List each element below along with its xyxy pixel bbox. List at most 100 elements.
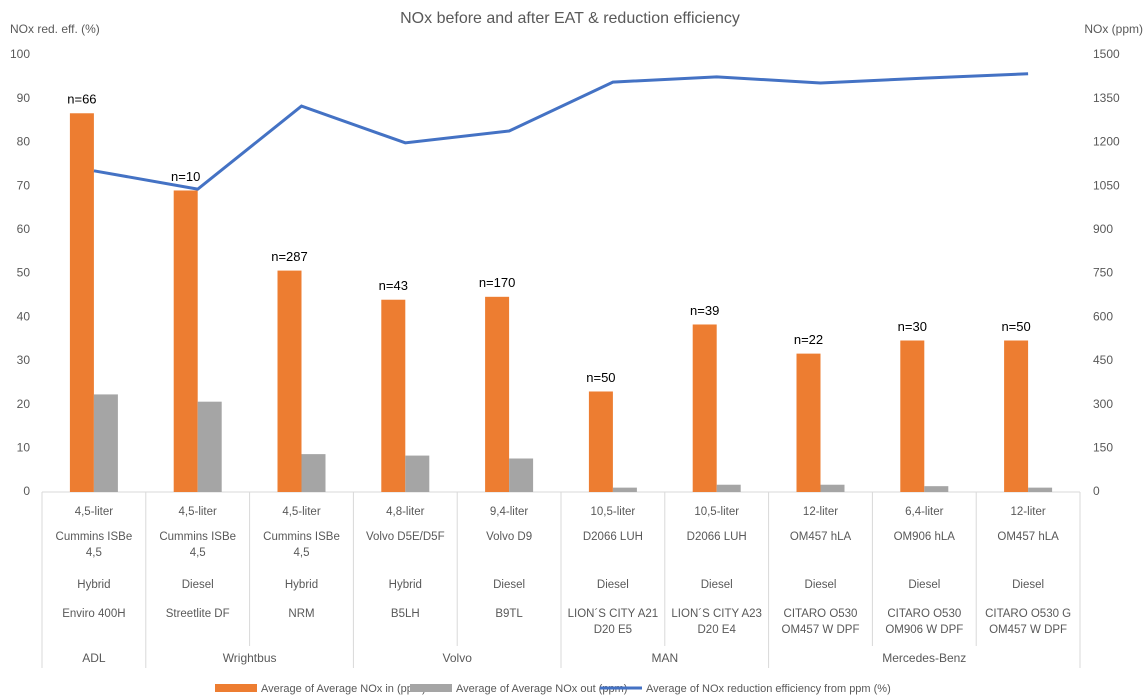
category-label: CITARO O530 G OM457 W DPF bbox=[985, 608, 1072, 636]
category-label: NRM bbox=[288, 608, 315, 620]
y-tick-label: 50 bbox=[17, 266, 31, 280]
bar bbox=[1004, 340, 1029, 492]
bar-label: n=10 bbox=[171, 169, 200, 184]
category-label: 6,4-liter bbox=[905, 506, 944, 518]
legend-label: Average of NOx reduction efficiency from… bbox=[646, 683, 891, 695]
category-label: 4,5-liter bbox=[282, 506, 321, 518]
bar bbox=[405, 455, 430, 492]
category-label: 4,8-liter bbox=[386, 506, 425, 518]
y-tick-label: 70 bbox=[17, 178, 31, 192]
category-label: OM457 hLA bbox=[997, 531, 1059, 543]
y2-tick-label: 1500 bbox=[1093, 47, 1120, 61]
category-label: Volvo D9 bbox=[486, 531, 533, 543]
category-label: 4,5-liter bbox=[178, 506, 217, 518]
y2-tick-label: 600 bbox=[1093, 309, 1113, 323]
category-label: D2066 LUH bbox=[686, 531, 747, 543]
legend-label: Average of Average NOx out (ppm) bbox=[456, 683, 627, 695]
y2-tick-label: 1350 bbox=[1093, 91, 1120, 105]
category-label: 12-liter bbox=[802, 506, 839, 518]
bar-label: n=50 bbox=[1001, 319, 1030, 334]
y-tick-label: 90 bbox=[17, 91, 31, 105]
bar bbox=[509, 458, 534, 492]
bar-label: n=30 bbox=[898, 319, 927, 334]
y2-tick-label: 750 bbox=[1093, 266, 1113, 280]
bar bbox=[301, 454, 326, 492]
bar bbox=[924, 486, 949, 492]
category-label: CITARO O530 OM906 W DPF bbox=[885, 608, 964, 636]
y-tick-label: 30 bbox=[17, 353, 31, 367]
category-label: Cummins ISBe 4,5 bbox=[55, 531, 133, 559]
y2-tick-label: 300 bbox=[1093, 397, 1113, 411]
bar bbox=[277, 270, 302, 492]
bar-label: n=22 bbox=[794, 332, 823, 347]
category-label: Volvo D5E/D5F bbox=[365, 531, 445, 543]
group-label: MAN bbox=[651, 651, 678, 665]
bar bbox=[197, 401, 222, 492]
bar bbox=[612, 487, 637, 492]
bar bbox=[173, 190, 198, 492]
bar bbox=[692, 324, 717, 492]
category-label: LION´S CITY A23 D20 E4 bbox=[671, 608, 762, 636]
bar bbox=[716, 484, 741, 492]
category-label: LION´S CITY A21 D20 E5 bbox=[567, 608, 659, 636]
category-label: CITARO O530 OM457 W DPF bbox=[781, 608, 860, 636]
group-label: ADL bbox=[82, 651, 106, 665]
category-label: Enviro 400H bbox=[62, 608, 126, 620]
y-tick-label: 10 bbox=[17, 440, 31, 454]
category-label: Diesel bbox=[908, 579, 941, 591]
bar bbox=[381, 299, 406, 492]
y-axis-title: NOx red. eff. (%) bbox=[10, 22, 100, 36]
category-label: Streetlite DF bbox=[165, 608, 230, 620]
category-label: Diesel bbox=[493, 579, 526, 591]
category-label: Diesel bbox=[804, 579, 837, 591]
category-label: Cummins ISBe 4,5 bbox=[263, 531, 340, 559]
y-tick-label: 60 bbox=[17, 222, 31, 236]
bar bbox=[900, 340, 925, 492]
legend-swatch bbox=[215, 684, 257, 692]
chart-title: NOx before and after EAT & reduction eff… bbox=[400, 10, 740, 27]
y2-tick-label: 1200 bbox=[1093, 135, 1120, 149]
bar bbox=[69, 113, 94, 493]
category-label: 4,5-liter bbox=[74, 506, 114, 518]
y2-tick-label: 900 bbox=[1093, 222, 1113, 236]
bar-label: n=39 bbox=[690, 303, 719, 318]
category-label: Cummins ISBe 4,5 bbox=[159, 531, 237, 559]
bar-label: n=287 bbox=[271, 249, 308, 264]
bar-label: n=43 bbox=[379, 278, 408, 293]
bar bbox=[588, 391, 613, 492]
category-label: 10,5-liter bbox=[694, 506, 740, 518]
category-label: Diesel bbox=[1012, 579, 1045, 591]
bar bbox=[796, 353, 821, 492]
bar bbox=[1028, 487, 1053, 492]
y2-tick-label: 1050 bbox=[1093, 178, 1120, 192]
category-label: D2066 LUH bbox=[582, 531, 643, 543]
category-label: B5LH bbox=[390, 608, 420, 620]
category-label: 10,5-liter bbox=[590, 506, 636, 518]
category-label: Diesel bbox=[596, 579, 629, 591]
y2-tick-label: 150 bbox=[1093, 440, 1113, 454]
bar bbox=[820, 484, 845, 492]
y-tick-label: 100 bbox=[10, 47, 30, 61]
legend-label: Average of Average NOx in (ppm) bbox=[261, 683, 426, 695]
category-label: OM906 hLA bbox=[893, 531, 955, 543]
category-label: Hybrid bbox=[388, 579, 422, 591]
bar-label: n=66 bbox=[67, 92, 96, 107]
y-tick-label: 20 bbox=[17, 397, 31, 411]
bar bbox=[485, 296, 510, 492]
bar-label: n=170 bbox=[479, 275, 516, 290]
category-label: 12-liter bbox=[1010, 506, 1046, 518]
y2-tick-label: 0 bbox=[1093, 484, 1100, 498]
group-label: Volvo bbox=[443, 651, 473, 665]
y-tick-label: 40 bbox=[17, 309, 31, 323]
bar bbox=[93, 394, 118, 492]
bar-label: n=50 bbox=[586, 370, 615, 385]
group-label: Mercedes-Benz bbox=[882, 651, 966, 665]
group-label: Wrightbus bbox=[223, 651, 277, 665]
category-label: Diesel bbox=[700, 579, 733, 591]
line bbox=[93, 72, 1029, 191]
y-tick-label: 0 bbox=[23, 484, 30, 498]
category-label: Hybrid bbox=[77, 579, 111, 591]
legend-swatch bbox=[410, 684, 452, 692]
